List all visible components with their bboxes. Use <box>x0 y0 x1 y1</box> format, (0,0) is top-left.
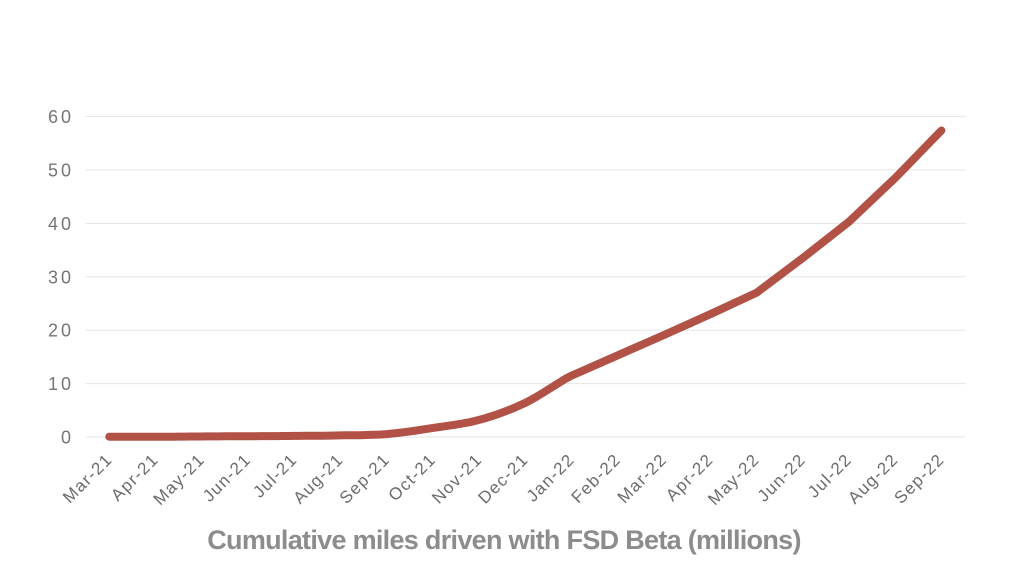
svg-text:50: 50 <box>48 161 74 181</box>
svg-text:40: 40 <box>48 214 74 234</box>
svg-text:0: 0 <box>61 428 74 448</box>
svg-text:30: 30 <box>48 267 74 287</box>
svg-text:60: 60 <box>48 107 74 127</box>
svg-text:Cumulative miles driven with F: Cumulative miles driven with FSD Beta (m… <box>207 525 801 555</box>
svg-text:10: 10 <box>48 374 74 394</box>
svg-text:20: 20 <box>48 321 74 341</box>
